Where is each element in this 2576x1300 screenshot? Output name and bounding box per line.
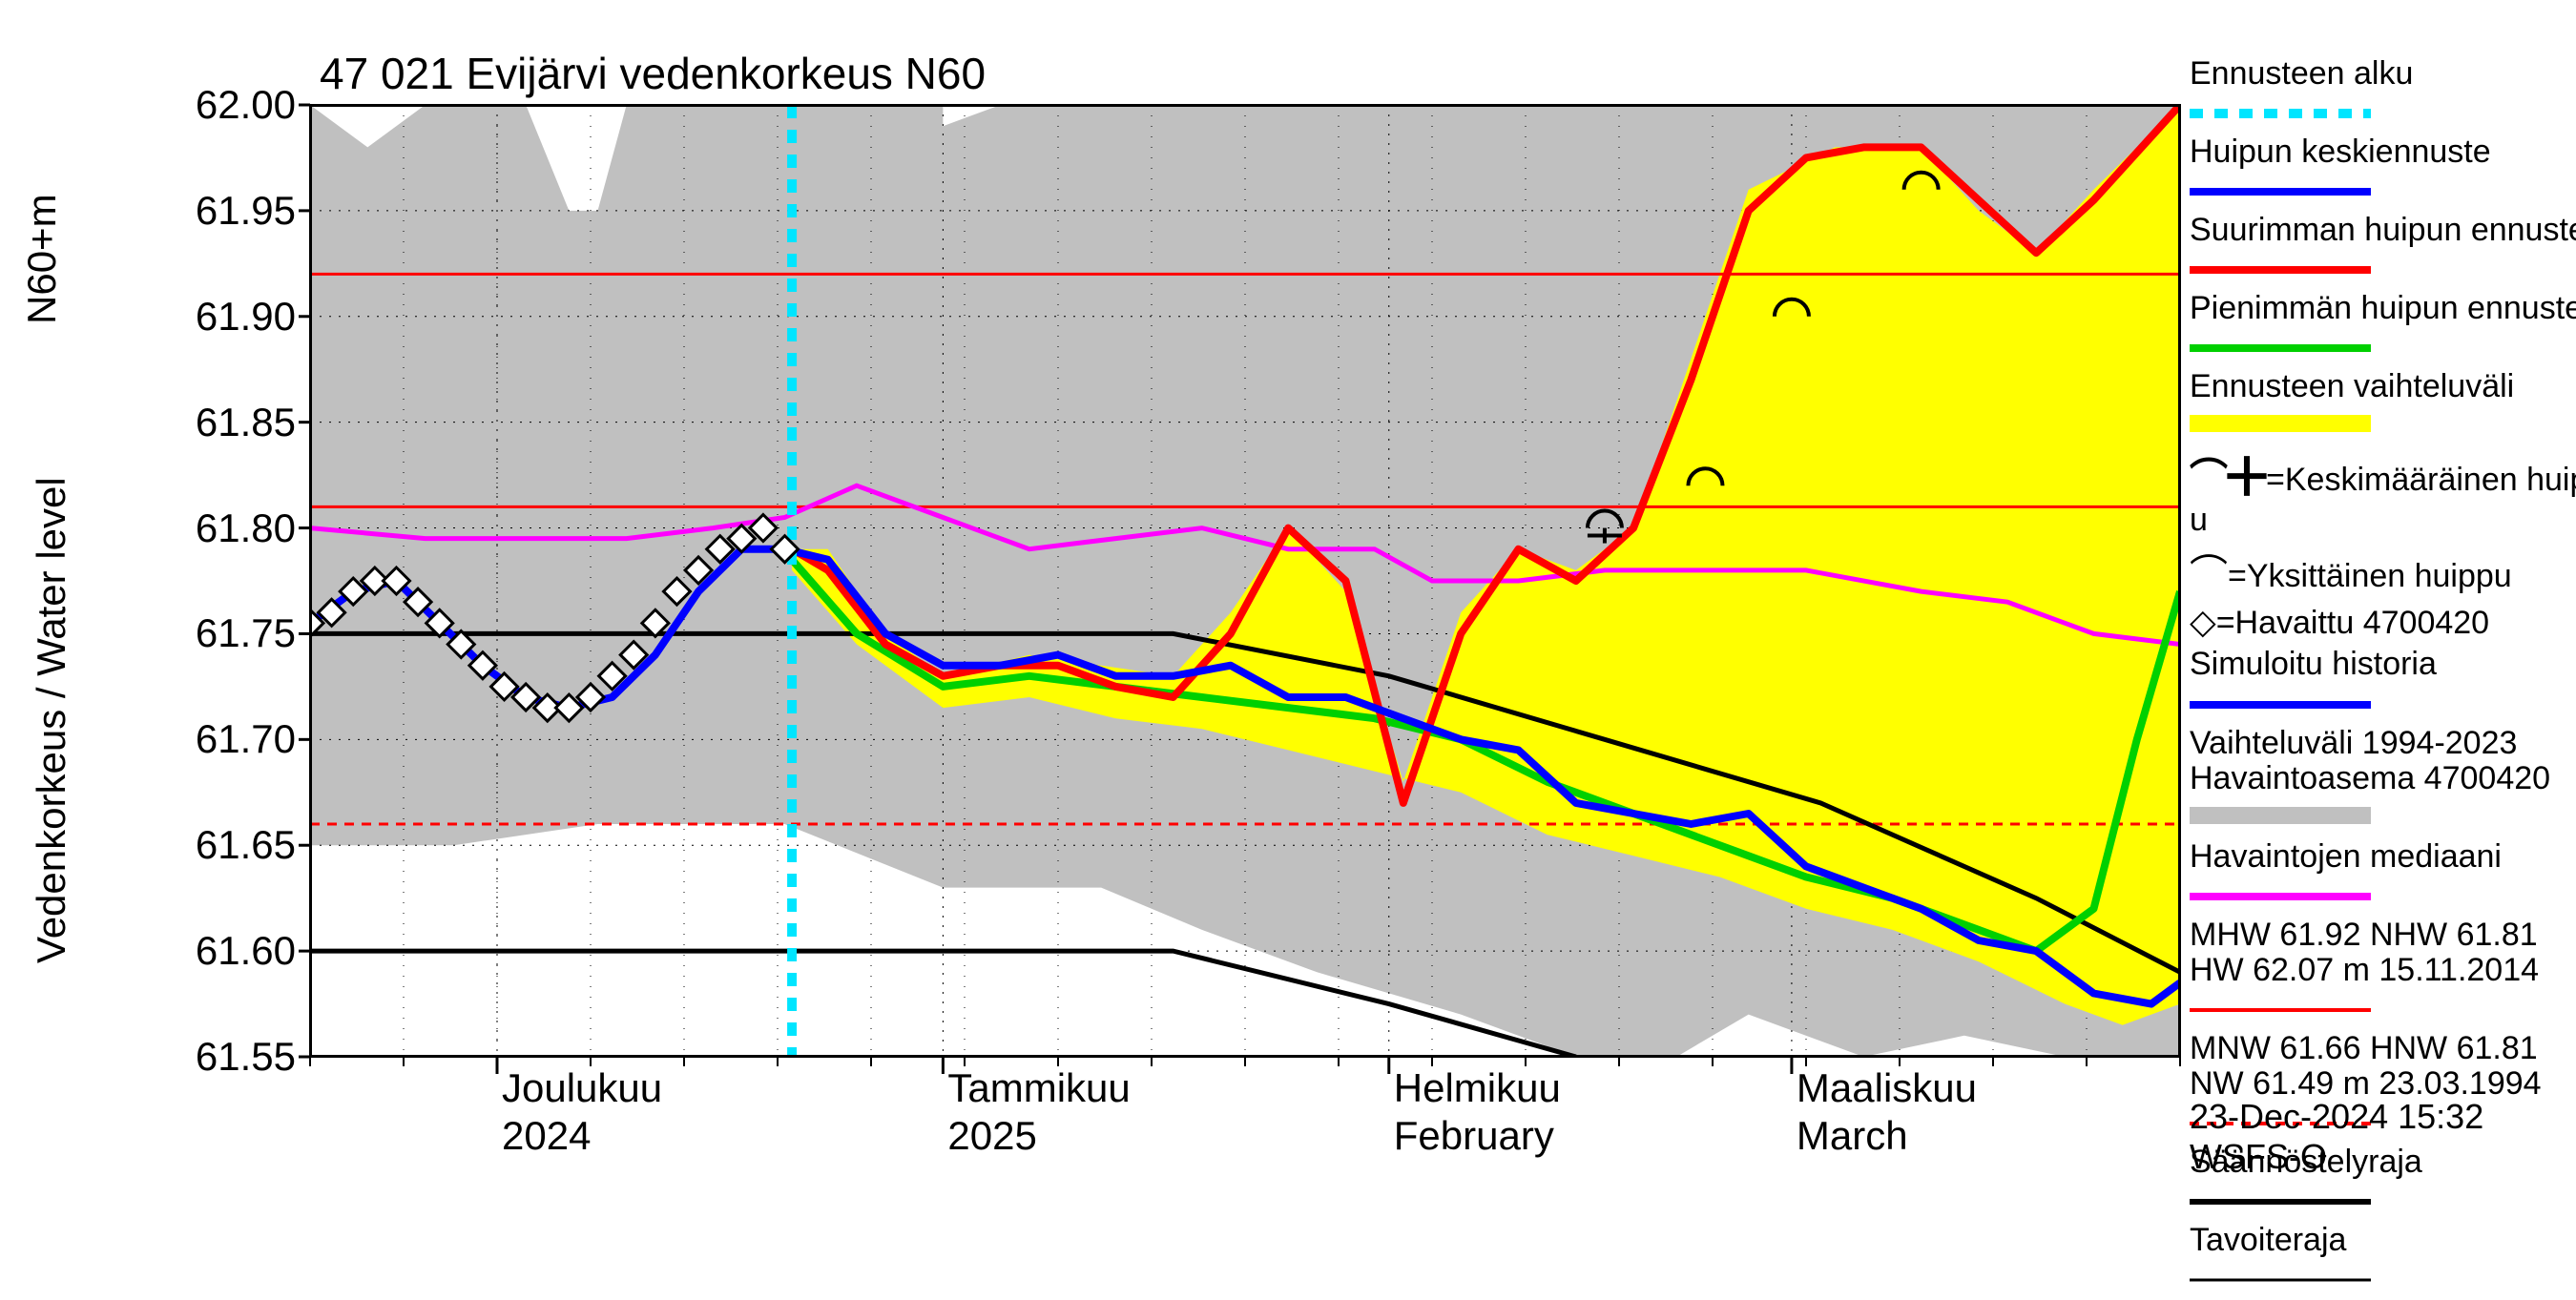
chart-title: 47 021 Evijärvi vedenkorkeus N60 bbox=[320, 48, 986, 99]
legend-symbol: ⌒ bbox=[2190, 553, 2228, 595]
x-tick-line2: 2025 bbox=[947, 1113, 1036, 1158]
legend-label: =Keskimääräinen huippu bbox=[2266, 462, 2576, 498]
x-tick-label: HelmikuuFebruary bbox=[1394, 1064, 1561, 1161]
legend-swatch bbox=[2190, 684, 2576, 721]
legend-label: Tavoiteraja bbox=[2190, 1222, 2576, 1259]
legend-label-2: Havaintoasema 4700420 bbox=[2190, 760, 2576, 797]
legend-swatch bbox=[2190, 93, 2576, 130]
legend-item: Simuloitu historia bbox=[2190, 646, 2576, 720]
y-tick-label: 61.95 bbox=[5, 188, 296, 234]
legend-label: Pienimmän huipun ennuste bbox=[2190, 290, 2576, 327]
legend-item: Ennusteen alku bbox=[2190, 55, 2576, 130]
legend-item: Huipun keskiennuste bbox=[2190, 134, 2576, 208]
legend-item: ⌒=Yksittäinen huippu bbox=[2190, 543, 2576, 598]
legend-label-cont: u bbox=[2190, 502, 2208, 538]
legend-item: Vaihteluväli 1994-2023 Havaintoasema 470… bbox=[2190, 725, 2576, 835]
x-tick-line2: 2024 bbox=[502, 1113, 591, 1158]
y-tick-label: 61.60 bbox=[5, 928, 296, 974]
legend-swatch bbox=[2190, 405, 2576, 443]
legend-item: ◇=Havaittu 4700420 bbox=[2190, 602, 2576, 642]
y-tick-label: 61.70 bbox=[5, 716, 296, 762]
x-tick-line1: Maaliskuu bbox=[1797, 1065, 1977, 1110]
x-tick-label: MaaliskuuMarch bbox=[1797, 1064, 1977, 1161]
x-tick-label: Joulukuu2024 bbox=[502, 1064, 662, 1161]
y-tick-label: 61.55 bbox=[5, 1034, 296, 1080]
x-tick-line1: Joulukuu bbox=[502, 1065, 662, 1110]
legend-swatch bbox=[2190, 1259, 2576, 1296]
legend-item: Tavoiteraja bbox=[2190, 1222, 2576, 1296]
legend-label: Suurimman huipun ennuste bbox=[2190, 212, 2576, 249]
y-tick-label: 61.90 bbox=[5, 294, 296, 340]
legend-swatch bbox=[2190, 1181, 2576, 1218]
y-tick-label: 61.85 bbox=[5, 400, 296, 445]
plot-svg bbox=[310, 105, 2180, 1057]
legend-label: Vaihteluväli 1994-2023 bbox=[2190, 725, 2576, 762]
legend-item: MHW 61.92 NHW 61.81HW 62.07 m 15.11.2014 bbox=[2190, 917, 2576, 1026]
y-tick-label: 61.65 bbox=[5, 822, 296, 868]
x-tick-line2: March bbox=[1797, 1113, 1908, 1158]
legend-label: Simuloitu historia bbox=[2190, 646, 2576, 683]
y-tick-label: 62.00 bbox=[5, 82, 296, 128]
legend-item: Suurimman huipun ennuste bbox=[2190, 212, 2576, 286]
chart-container: 47 021 Evijärvi vedenkorkeus N60 N60+m V… bbox=[0, 0, 2576, 1145]
legend-item: ⌒╋=Keskimääräinen huippu u bbox=[2190, 446, 2576, 539]
legend-item: Havaintojen mediaani bbox=[2190, 838, 2576, 913]
legend-swatch bbox=[2190, 327, 2576, 364]
legend-swatch bbox=[2190, 876, 2576, 913]
legend-swatch bbox=[2190, 989, 2576, 1026]
y-tick-label: 61.75 bbox=[5, 610, 296, 656]
legend-swatch bbox=[2190, 171, 2576, 208]
legend-item: Pienimmän huipun ennuste bbox=[2190, 290, 2576, 364]
x-tick-line1: Helmikuu bbox=[1394, 1065, 1561, 1110]
legend-label: =Yksittäinen huippu bbox=[2228, 558, 2512, 594]
legend-label: Havaintojen mediaani bbox=[2190, 838, 2576, 876]
legend-item: Ennusteen vaihteluväli bbox=[2190, 368, 2576, 443]
legend-symbol: ⌒╋ bbox=[2190, 457, 2266, 499]
y-tick-label: 61.80 bbox=[5, 506, 296, 551]
generation-timestamp: 23-Dec-2024 15:32 WSFS-O bbox=[2190, 1097, 2576, 1177]
legend-swatch bbox=[2190, 797, 2576, 835]
legend-label: Ennusteen vaihteluväli bbox=[2190, 368, 2576, 405]
x-tick-line2: February bbox=[1394, 1113, 1554, 1158]
legend-symbol: ◇ bbox=[2190, 602, 2216, 641]
legend-swatch bbox=[2190, 249, 2576, 286]
y-tick-labels: 61.5561.6061.6561.7061.7561.8061.8561.90… bbox=[0, 105, 296, 1057]
legend-label: Ennusteen alku bbox=[2190, 55, 2576, 93]
legend-label: MNW 61.66 HNW 61.81 bbox=[2190, 1030, 2576, 1067]
legend-label-2: HW 62.07 m 15.11.2014 bbox=[2190, 952, 2576, 989]
legend-label: MHW 61.92 NHW 61.81 bbox=[2190, 917, 2576, 954]
legend-label: Huipun keskiennuste bbox=[2190, 134, 2576, 171]
legend-label: =Havaittu 4700420 bbox=[2216, 605, 2489, 641]
x-tick-label: Tammikuu2025 bbox=[947, 1064, 1130, 1161]
x-tick-line1: Tammikuu bbox=[947, 1065, 1130, 1110]
